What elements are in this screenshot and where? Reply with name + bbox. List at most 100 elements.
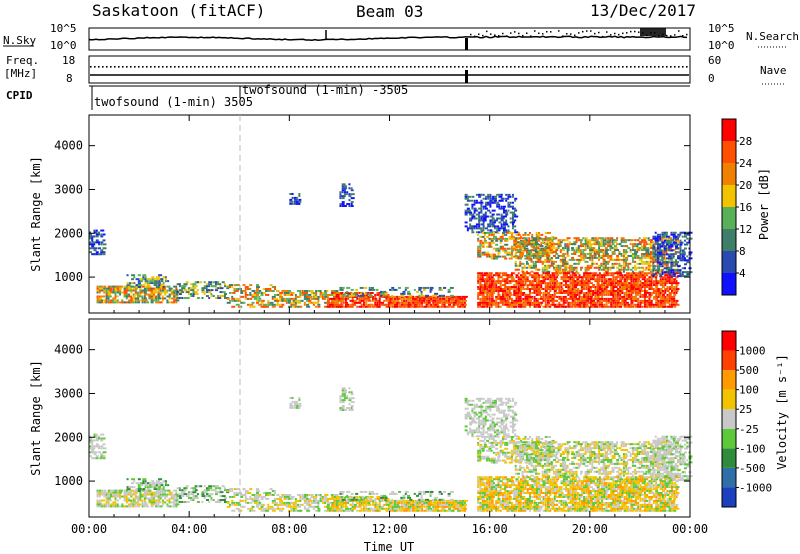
nave-point [534, 66, 536, 68]
power-cell [589, 247, 594, 250]
power-cell [504, 291, 508, 294]
power-cell [141, 289, 146, 292]
power-cell [267, 301, 270, 304]
power-cell [673, 286, 676, 289]
nsearch-point [486, 30, 488, 33]
velocity-cell [324, 494, 328, 496]
power-cell [100, 233, 103, 236]
power-cell [267, 303, 271, 306]
nave-point [166, 66, 168, 68]
power-cell [262, 303, 266, 306]
velocity-cell [125, 491, 130, 494]
power-cell [592, 290, 595, 292]
nsky-trace [88, 28, 688, 50]
velocity-cell [308, 499, 313, 502]
power-cell [91, 247, 95, 250]
power-cell [621, 288, 625, 291]
power-cell [98, 233, 101, 236]
power-cell [571, 258, 576, 261]
power-cell [683, 231, 686, 234]
velocity-cell [176, 495, 181, 498]
power-cell [510, 301, 515, 304]
power-cell [141, 301, 144, 304]
power-cell [506, 293, 511, 296]
power-cell [515, 276, 518, 279]
power-cell [602, 256, 605, 259]
power-cell [293, 200, 297, 203]
power-cell [647, 256, 651, 259]
power-cell [430, 303, 433, 306]
power-cell [499, 301, 504, 304]
power-cell [609, 256, 613, 259]
power-cell [668, 253, 672, 256]
velocity-cell [148, 501, 152, 504]
power-cell [306, 303, 310, 306]
nave-point [378, 66, 380, 68]
power-cell [91, 241, 95, 244]
power-cell [657, 290, 662, 292]
nsearch-point [558, 30, 560, 32]
power-cell [317, 290, 322, 292]
power-cell [593, 237, 598, 240]
power-cell [591, 247, 596, 250]
power-cell [532, 247, 535, 250]
power-cell [549, 286, 552, 289]
power-cell [134, 289, 137, 292]
power-cell [665, 264, 669, 267]
power-cell [96, 285, 99, 288]
power-cell [589, 291, 592, 294]
power-cell [537, 258, 542, 261]
power-cell [432, 305, 436, 308]
power-cell [634, 264, 637, 267]
power-cell [668, 235, 671, 238]
power-cell [589, 245, 593, 248]
velocity-cell [290, 495, 295, 498]
power-cell [166, 301, 170, 304]
velocity-cell [135, 482, 140, 485]
power-cell [378, 301, 382, 304]
power-cell [616, 301, 621, 304]
power-cell [625, 272, 629, 275]
velocity-cell [153, 488, 158, 491]
power-cell [509, 217, 512, 220]
power-cell [107, 285, 111, 288]
power-cell [508, 295, 511, 298]
power-cell [656, 239, 659, 242]
power-cell [663, 233, 668, 236]
power-cell [116, 299, 119, 302]
power-cell [152, 291, 157, 294]
power-cell [425, 305, 428, 308]
power-cell [558, 284, 563, 287]
power-cell [625, 290, 630, 292]
power-cell [152, 293, 155, 296]
velocity-cell [183, 487, 188, 490]
power-cell [575, 268, 578, 271]
power-cell [356, 291, 359, 294]
velocity-cell [155, 480, 158, 483]
power-cell [421, 301, 424, 304]
power-cell [648, 286, 652, 289]
power-cell [584, 270, 588, 273]
power-cell [619, 290, 623, 292]
velocity-cell [96, 501, 101, 504]
power-cell [667, 237, 672, 240]
power-cell [578, 301, 583, 304]
power-cell [652, 261, 655, 264]
velocity-cell [125, 505, 130, 508]
power-cell [516, 241, 520, 244]
velocity-cell [253, 495, 258, 498]
velocity-cell [157, 501, 162, 504]
power-cell [387, 303, 390, 306]
power-cell [258, 299, 261, 302]
power-cell [515, 291, 519, 294]
power-cell [269, 301, 274, 304]
power-cell [569, 305, 574, 308]
power-cell [477, 291, 481, 294]
power-cell [432, 299, 437, 302]
power-cell [569, 286, 572, 289]
power-cell [267, 299, 270, 302]
power-cell [326, 305, 330, 308]
power-cell [574, 280, 579, 283]
power-cell [391, 286, 395, 289]
power-cell [551, 297, 555, 300]
